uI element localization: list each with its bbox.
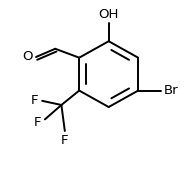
- Text: F: F: [34, 116, 41, 129]
- Text: F: F: [61, 134, 69, 147]
- Text: O: O: [22, 51, 33, 64]
- Text: Br: Br: [164, 84, 179, 97]
- Text: F: F: [31, 94, 38, 107]
- Text: OH: OH: [98, 8, 119, 21]
